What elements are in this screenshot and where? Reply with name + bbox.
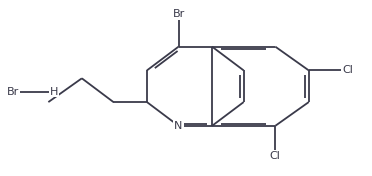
Text: Br: Br	[173, 9, 185, 19]
Text: Cl: Cl	[342, 65, 353, 75]
Text: Cl: Cl	[270, 151, 281, 161]
Text: N: N	[174, 121, 183, 131]
Text: Br: Br	[7, 87, 19, 96]
Text: H: H	[50, 87, 59, 96]
